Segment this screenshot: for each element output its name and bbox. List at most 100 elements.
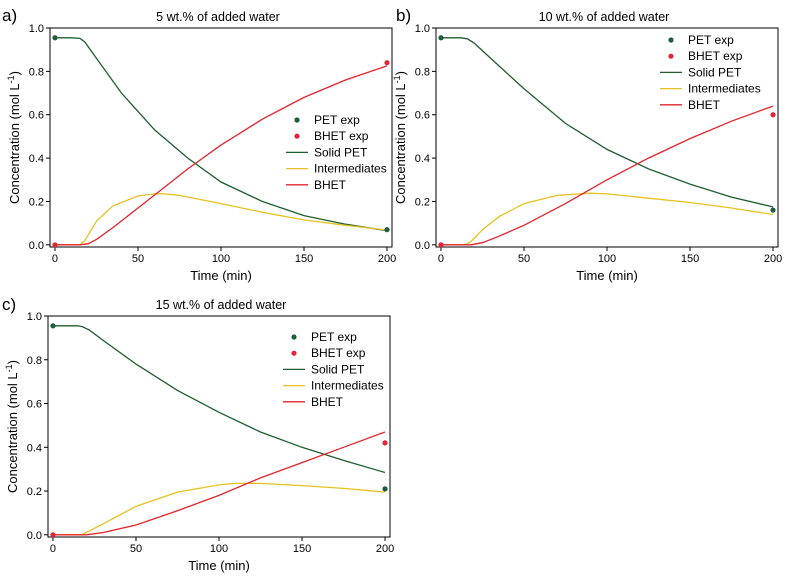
x-tick-label: 200	[378, 253, 396, 265]
x-tick-label: 150	[681, 253, 699, 265]
legend-marker	[668, 53, 674, 59]
data-point-pet-exp	[50, 323, 56, 329]
x-tick-label: 0	[52, 253, 58, 265]
y-tick-label: 0.8	[27, 355, 42, 367]
y-axis-title-main: Concentration (mol L	[7, 83, 22, 204]
series-line-solid-pet	[441, 37, 774, 208]
y-tick-label: 1.0	[27, 311, 42, 323]
series-line-solid-pet	[55, 37, 388, 232]
y-tick-label: 0.8	[29, 66, 44, 78]
y-axis-title-end: )	[393, 71, 408, 75]
panel-letter: a)	[2, 6, 17, 25]
x-tick-label: 50	[130, 543, 142, 555]
y-axis-title-main: Concentration (mol L	[393, 83, 408, 204]
legend-label: PET exp	[311, 330, 357, 344]
x-tick-label: 0	[438, 253, 444, 265]
legend-label: BHET	[314, 178, 347, 192]
y-tick-label: 0.6	[415, 110, 430, 122]
x-tick-label: 150	[293, 543, 311, 555]
y-tick-label: 0.8	[415, 66, 430, 78]
legend-label: Solid PET	[314, 145, 368, 159]
data-point-pet-exp	[770, 207, 776, 213]
data-point-bhet-exp	[384, 60, 390, 66]
chart-panel-1: a) 5 wt.% of added water 0 50 100 150 200 0.0 0.…	[2, 6, 396, 283]
panel-letter: b)	[396, 6, 411, 25]
legend: PET exp BHET exp Solid PET Intermediates BHE…	[286, 113, 387, 192]
y-axis-title: Concentration (mol L-1)	[392, 71, 408, 204]
legend-label: Solid PET	[311, 362, 365, 376]
data-point-pet-exp	[384, 227, 390, 233]
chart-panel-2: b) 10 wt.% of added water 0 50 100 150 200 0.0 0…	[392, 6, 782, 283]
y-axis-title-sup: -1	[392, 75, 402, 83]
legend-label: BHET	[311, 395, 344, 409]
x-tick-label: 100	[212, 253, 230, 265]
x-axis-title: Time (min)	[576, 268, 638, 283]
y-axis-title-end: )	[5, 360, 20, 364]
x-tick-label: 150	[295, 253, 313, 265]
legend-label: BHET exp	[688, 49, 743, 63]
y-tick-label: 1.0	[415, 23, 430, 35]
legend-marker	[291, 350, 297, 356]
y-axis-title-main: Concentration (mol L	[5, 372, 20, 493]
x-axis-title: Time (min)	[188, 558, 250, 573]
chart-title: 15 wt.% of added water	[156, 298, 287, 312]
y-tick-label: 0.6	[29, 110, 44, 122]
x-tick-label: 0	[50, 543, 56, 555]
x-tick-label: 100	[598, 253, 616, 265]
legend-marker	[294, 117, 300, 123]
y-tick-label: 1.0	[29, 23, 44, 35]
data-point-bhet-exp	[770, 112, 776, 118]
x-tick-label: 200	[764, 253, 782, 265]
y-axis-title-sup: -1	[4, 364, 14, 372]
legend-label: BHET exp	[314, 129, 369, 143]
data-point-bhet-exp	[50, 532, 56, 538]
series-line-bhet	[441, 105, 774, 246]
panel-letter: c)	[2, 295, 16, 314]
legend-marker	[291, 334, 297, 340]
series-line-bhet	[53, 431, 386, 536]
series-line-solid-pet	[53, 325, 386, 474]
data-point-pet-exp	[52, 35, 58, 41]
data-point-bhet-exp	[52, 242, 58, 248]
legend-label: PET exp	[688, 33, 734, 47]
data-point-bhet-exp	[382, 440, 388, 446]
y-tick-label: 0.2	[29, 196, 44, 208]
y-tick-label: 0.4	[27, 442, 42, 454]
y-axis-title-end: )	[7, 71, 22, 75]
legend-marker	[668, 37, 674, 43]
legend-label: Solid PET	[688, 65, 742, 79]
y-tick-label: 0.0	[415, 240, 430, 252]
series-line-bhet	[55, 65, 388, 246]
y-tick-label: 0.4	[415, 153, 430, 165]
y-tick-label: 0.2	[27, 486, 42, 498]
y-axis-title: Concentration (mol L-1)	[6, 71, 22, 204]
x-tick-label: 50	[518, 253, 530, 265]
legend-label: Intermediates	[314, 162, 387, 176]
legend-label: Intermediates	[311, 379, 384, 393]
y-tick-label: 0.2	[415, 196, 430, 208]
y-axis-title: Concentration (mol L-1)	[4, 360, 20, 493]
x-tick-label: 200	[376, 543, 394, 555]
legend-label: PET exp	[314, 113, 360, 127]
legend-label: Intermediates	[688, 82, 761, 96]
series-line-intermediates	[441, 192, 774, 246]
chart-title: 5 wt.% of added water	[156, 10, 280, 24]
legend-label: BHET	[688, 98, 721, 112]
series-line-intermediates	[55, 193, 388, 246]
chart-title: 10 wt.% of added water	[539, 10, 670, 24]
series-line-intermediates	[53, 482, 386, 536]
data-point-bhet-exp	[438, 242, 444, 248]
y-tick-label: 0.4	[29, 153, 44, 165]
legend-label: BHET exp	[311, 346, 366, 360]
data-point-pet-exp	[382, 486, 388, 492]
legend-marker	[294, 133, 300, 139]
y-tick-label: 0.6	[27, 399, 42, 411]
x-axis-title: Time (min)	[190, 268, 252, 283]
x-tick-label: 50	[132, 253, 144, 265]
chart-panel-3: c) 15 wt.% of added water 0 50 100 150 200 0.0 0…	[2, 295, 394, 573]
y-tick-label: 0.0	[29, 240, 44, 252]
legend: PET exp BHET exp Solid PET Intermediates BHE…	[283, 330, 384, 409]
x-tick-label: 100	[210, 543, 228, 555]
y-tick-label: 0.0	[27, 530, 42, 542]
